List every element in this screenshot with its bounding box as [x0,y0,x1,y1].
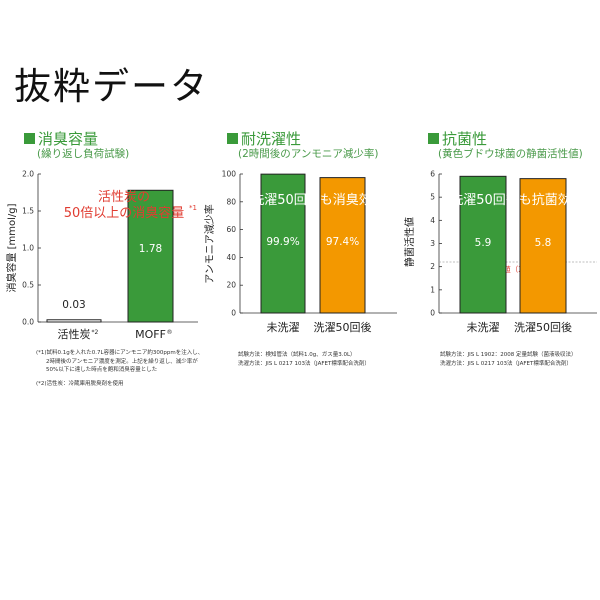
footnote-line: 洗濯方法：JIS L 0217 103法（JAFET標準配合洗剤） [440,360,572,367]
panel-3-title: 抗菌性 [428,128,487,149]
annotation-line-1: 洗濯50回後も消臭効果 [251,193,385,208]
square-bullet-icon [24,133,35,144]
category-mark: ® [167,329,173,336]
bar-value-label: 0.03 [62,299,85,311]
bar-未洗濯 [260,173,306,314]
footnote-line: 試験方法：検知管法（試料1.0g、ガス量3.0L） [238,352,356,358]
bar-value-label: 1.78 [139,243,162,255]
y-tick-label: 80 [226,197,236,206]
bar-value-label: 5.9 [475,237,492,249]
y-tick-label: 0.0 [22,318,34,327]
y-tick-label: 6 [430,170,435,179]
annotation-line-1: 活性炭の [98,190,150,205]
y-tick-label: 60 [226,225,236,234]
square-bullet-icon [428,133,439,144]
y-tick-label: 1.0 [22,244,34,253]
annotation-mark: *1 [189,204,197,212]
panel-3-footnotes: 試験方法：JIS L 1902：2008 定量試験（菌液吸収法） 洗濯方法：JI… [440,351,577,368]
y-tick-label: 4 [430,216,435,225]
y-axis-label: 静菌活性値 [403,217,416,267]
panel-1-footnotes: (*1)試料0.1gを入れた0.7L容器にアンモニア約300ppmを注入し、 2… [36,349,203,388]
x-category-label: 洗濯50回後 [514,320,572,334]
bar-活性炭 [46,319,102,323]
y-tick-label: 1.5 [22,207,34,216]
category-mark: *2 [92,329,99,336]
annotation-line-2: 50倍以上の消臭容量 [64,205,185,221]
footnote-line: 2時間後のアンモニア濃度を測定。上記を繰り返し、減少率が [46,358,198,365]
bar-value-label: 5.8 [535,237,552,249]
x-category-label: 活性炭 [58,327,91,341]
footnote-line: 試験方法：JIS L 1902：2008 定量試験（菌液吸収法） [440,352,577,358]
x-category-label: 未洗濯 [267,321,300,334]
x-category-label: MOFF [135,328,166,341]
panel-2-footnotes: 試験方法：検知管法（試料1.0g、ガス量3.0L） 洗濯方法：JIS L 021… [238,351,370,368]
panel-2-title: 耐洗濯性 [227,128,301,149]
bar-value-label: 97.4% [326,236,359,248]
y-tick-label: 0 [231,309,236,318]
footnote-line: 洗濯方法：JIS L 0217 103法（JAFET標準配合洗剤） [238,360,370,367]
bar-未洗濯 [459,175,507,314]
bar-MOFF [127,189,174,323]
annotation-line-1: 洗濯50回後も抗菌効果 [450,193,584,208]
footnote-line: 50%以下に達した時点を飽和消臭容量とした [46,367,158,373]
y-tick-label: 0 [430,309,435,318]
y-axis-label: アンモニア減少率 [203,204,216,284]
reference-label-bg [469,264,557,275]
panel-1-title: 消臭容量 [24,128,98,149]
bar-value-label: 99.9% [266,236,299,248]
y-tick-label: 5 [430,193,435,202]
y-tick-label: 20 [226,281,236,290]
y-tick-label: 0.5 [22,281,34,290]
footnote-line: (*1)試料0.1gを入れた0.7L容器にアンモニア約300ppmを注入し、 [36,350,204,356]
panel-2-subtitle: (2時間後のアンモニア減少率) [238,148,379,160]
y-axis-label: 消臭容量 [mmol/g] [5,203,18,292]
bar-洗濯50回後 [319,177,366,314]
y-tick-label: 2.0 [22,170,34,179]
bar-洗濯50回後 [519,178,567,314]
page-title: 抜粋データ [14,65,209,108]
square-bullet-icon [227,133,238,144]
x-category-label: 未洗濯 [467,321,500,334]
reference-line-label: 合格基準値（2.2以上） [473,264,552,274]
footnote-line: (*2)活性炭：冷蔵庫用脱臭剤を使用 [36,380,124,387]
panel-3-subtitle: (黄色ブドウ球菌の静菌活性値) [438,148,583,160]
y-tick-label: 2 [430,262,435,271]
y-tick-label: 3 [430,239,435,248]
y-tick-label: 1 [430,285,435,294]
x-category-label: 洗濯50回後 [314,320,372,334]
panel-1-subtitle: (繰り返し負荷試験) [37,148,130,160]
y-tick-label: 100 [222,170,237,179]
y-tick-label: 40 [226,253,236,262]
